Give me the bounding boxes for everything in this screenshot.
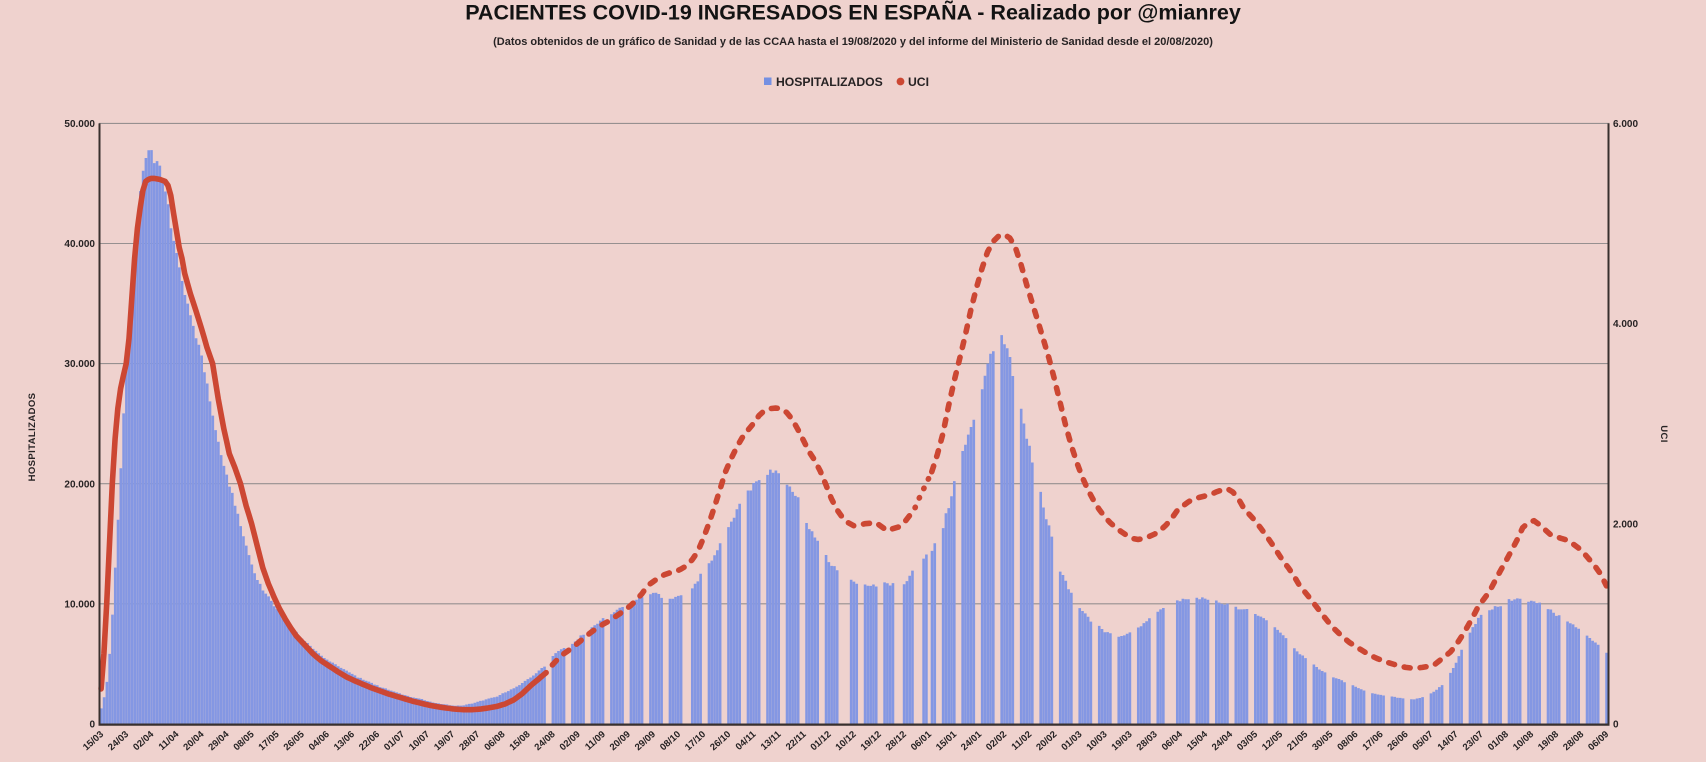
svg-text:6.000: 6.000 [1613, 119, 1638, 130]
svg-text:(Datos obtenidos de un gráfico: (Datos obtenidos de un gráfico de Sanida… [493, 36, 1213, 48]
svg-text:4.000: 4.000 [1613, 319, 1638, 330]
svg-text:PACIENTES COVID-19 INGRESADOS: PACIENTES COVID-19 INGRESADOS EN ESPAÑA … [465, 0, 1241, 25]
svg-text:10.000: 10.000 [64, 599, 95, 610]
svg-text:HOSPITALIZADOS: HOSPITALIZADOS [776, 75, 883, 89]
svg-text:20.000: 20.000 [64, 479, 95, 490]
svg-text:0: 0 [89, 720, 95, 731]
svg-text:40.000: 40.000 [64, 239, 95, 250]
svg-text:50.000: 50.000 [64, 119, 95, 130]
svg-text:0: 0 [1613, 720, 1619, 731]
svg-text:UCI: UCI [1658, 425, 1669, 443]
svg-text:2.000: 2.000 [1613, 519, 1638, 530]
svg-text:HOSPITALIZADOS: HOSPITALIZADOS [27, 393, 38, 482]
svg-text:UCI: UCI [908, 75, 929, 89]
svg-text:30.000: 30.000 [64, 359, 95, 370]
